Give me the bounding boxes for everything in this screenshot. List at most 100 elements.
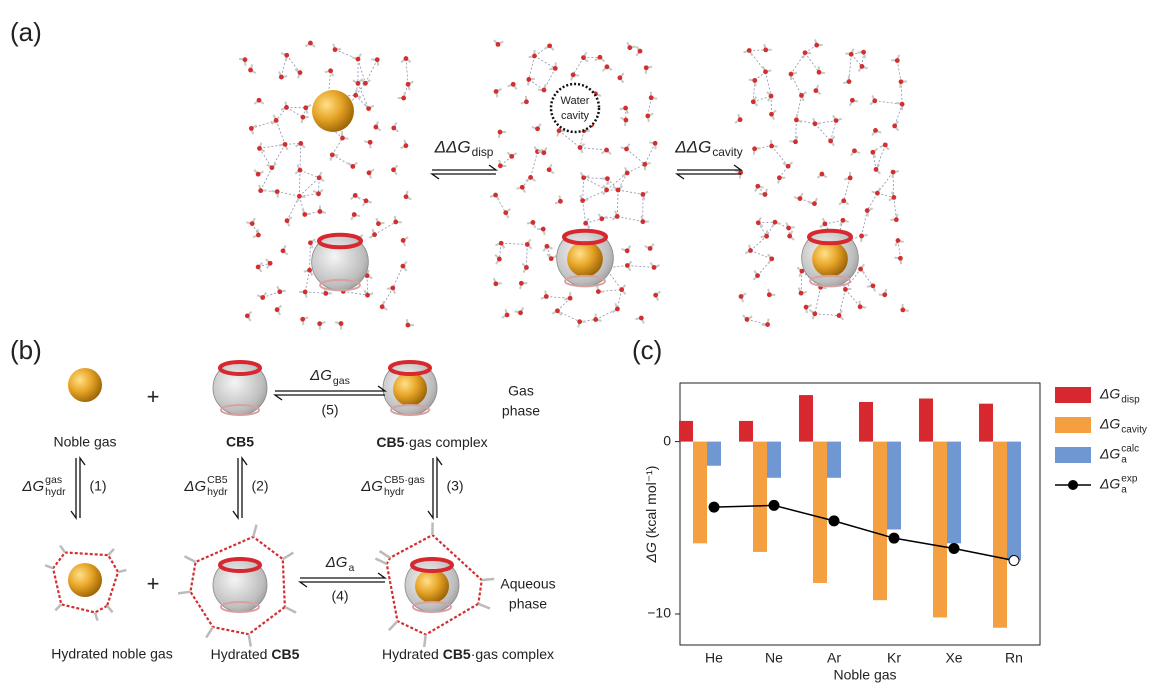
water-oxygen bbox=[494, 89, 499, 94]
water-oxygen bbox=[786, 164, 791, 169]
water-bond bbox=[45, 565, 53, 568]
symbol-sub: hydr bbox=[207, 486, 228, 498]
x-tick-label: Rn bbox=[1005, 650, 1023, 666]
water-bond bbox=[380, 551, 390, 558]
water-oxygen bbox=[813, 121, 818, 126]
water-oxygen bbox=[270, 165, 275, 170]
water-oxygen bbox=[837, 313, 842, 318]
water-oxygen bbox=[896, 238, 901, 243]
water-oxygen bbox=[755, 184, 760, 189]
symbol-sub: hydr bbox=[45, 486, 66, 498]
arrow bbox=[300, 582, 385, 587]
water-oxygen bbox=[804, 305, 809, 310]
water-oxygen bbox=[547, 167, 552, 172]
noble-gas-atom bbox=[567, 241, 603, 277]
water-bond bbox=[285, 607, 296, 613]
water-oxygen bbox=[765, 322, 770, 327]
water-oxygen bbox=[497, 257, 502, 262]
water-oxygen bbox=[285, 218, 290, 223]
water-oxygen bbox=[505, 313, 510, 318]
water-oxygen bbox=[277, 289, 282, 294]
hydrogen-bond bbox=[310, 243, 311, 270]
bar bbox=[1007, 442, 1021, 561]
hydrogen-bond bbox=[546, 297, 570, 299]
water-oxygen bbox=[800, 269, 805, 274]
water-oxygen bbox=[599, 216, 604, 221]
hydrogen-bond bbox=[584, 178, 607, 190]
hydrogen-bond bbox=[318, 178, 319, 194]
arrow bbox=[242, 458, 247, 518]
water-oxygen bbox=[861, 50, 866, 55]
water-oxygen bbox=[284, 105, 289, 110]
label: Noble gas bbox=[53, 434, 116, 450]
water-oxygen bbox=[275, 189, 280, 194]
water-oxygen bbox=[571, 72, 576, 77]
water-oxygen bbox=[794, 118, 799, 123]
hydrogen-bond bbox=[299, 170, 300, 196]
water-oxygen bbox=[793, 139, 798, 144]
water-oxygen bbox=[828, 139, 833, 144]
water-oxygen bbox=[787, 234, 792, 239]
water-oxygen bbox=[499, 241, 504, 246]
arrow bbox=[428, 458, 433, 518]
arrow bbox=[80, 458, 85, 518]
water-oxygen bbox=[619, 287, 624, 292]
legend-sub: a bbox=[1121, 455, 1127, 466]
water-oxygen bbox=[639, 316, 644, 321]
bar bbox=[693, 442, 707, 544]
water-oxygen bbox=[798, 196, 803, 201]
x-tick-label: Xe bbox=[945, 650, 962, 666]
hydrogen-bond bbox=[845, 289, 860, 306]
bar bbox=[933, 442, 947, 618]
arrow bbox=[677, 165, 741, 170]
water-cavity bbox=[551, 84, 599, 132]
water-oxygen bbox=[615, 307, 620, 312]
water-oxygen bbox=[404, 194, 409, 199]
water-oxygen bbox=[547, 43, 552, 48]
water-oxygen bbox=[366, 106, 371, 111]
symbol-sub: hydr bbox=[384, 486, 405, 498]
water-oxygen bbox=[834, 118, 839, 123]
water-oxygen bbox=[777, 175, 782, 180]
water-oxygen bbox=[297, 194, 302, 199]
legend-label: ΔG bbox=[1099, 446, 1120, 462]
water-oxygen bbox=[339, 321, 344, 326]
water-oxygen bbox=[852, 148, 857, 153]
label: Water bbox=[561, 95, 590, 107]
water-oxygen bbox=[751, 99, 756, 104]
bar bbox=[873, 442, 887, 601]
water-oxygen bbox=[256, 265, 261, 270]
water-oxygen bbox=[376, 221, 381, 226]
water-oxygen bbox=[752, 146, 757, 151]
water-oxygen bbox=[300, 317, 305, 322]
water-oxygen bbox=[581, 55, 586, 60]
hydrogen-bond bbox=[393, 266, 403, 288]
label: + bbox=[147, 571, 160, 596]
water-oxygen bbox=[258, 188, 263, 193]
water-oxygen bbox=[317, 175, 322, 180]
water-oxygen bbox=[847, 79, 852, 84]
hydrogen-bond bbox=[557, 298, 570, 311]
water-bond bbox=[283, 553, 294, 559]
water-oxygen bbox=[568, 296, 573, 301]
hydrogen-bond bbox=[343, 291, 367, 295]
water-oxygen bbox=[317, 321, 322, 326]
hydrogen-bond bbox=[365, 60, 377, 84]
label-part: CB5 bbox=[443, 646, 471, 662]
symbol-sup: CB5·gas bbox=[384, 474, 425, 486]
label-part: CB5 bbox=[271, 646, 299, 662]
x-axis-label: Noble gas bbox=[833, 667, 896, 683]
y-tick-label: −10 bbox=[647, 605, 671, 621]
arrow bbox=[300, 573, 385, 578]
panel-label: (a) bbox=[10, 17, 42, 47]
water-oxygen bbox=[368, 140, 373, 145]
label: (4) bbox=[331, 588, 348, 604]
water-oxygen bbox=[352, 212, 357, 217]
label: (1) bbox=[89, 478, 106, 494]
water-bond bbox=[118, 570, 126, 572]
hydrogen-bond bbox=[276, 120, 285, 144]
water-oxygen bbox=[375, 57, 380, 62]
water-oxygen bbox=[367, 170, 372, 175]
panel-label: (c) bbox=[632, 335, 662, 365]
water-oxygen bbox=[745, 317, 750, 322]
